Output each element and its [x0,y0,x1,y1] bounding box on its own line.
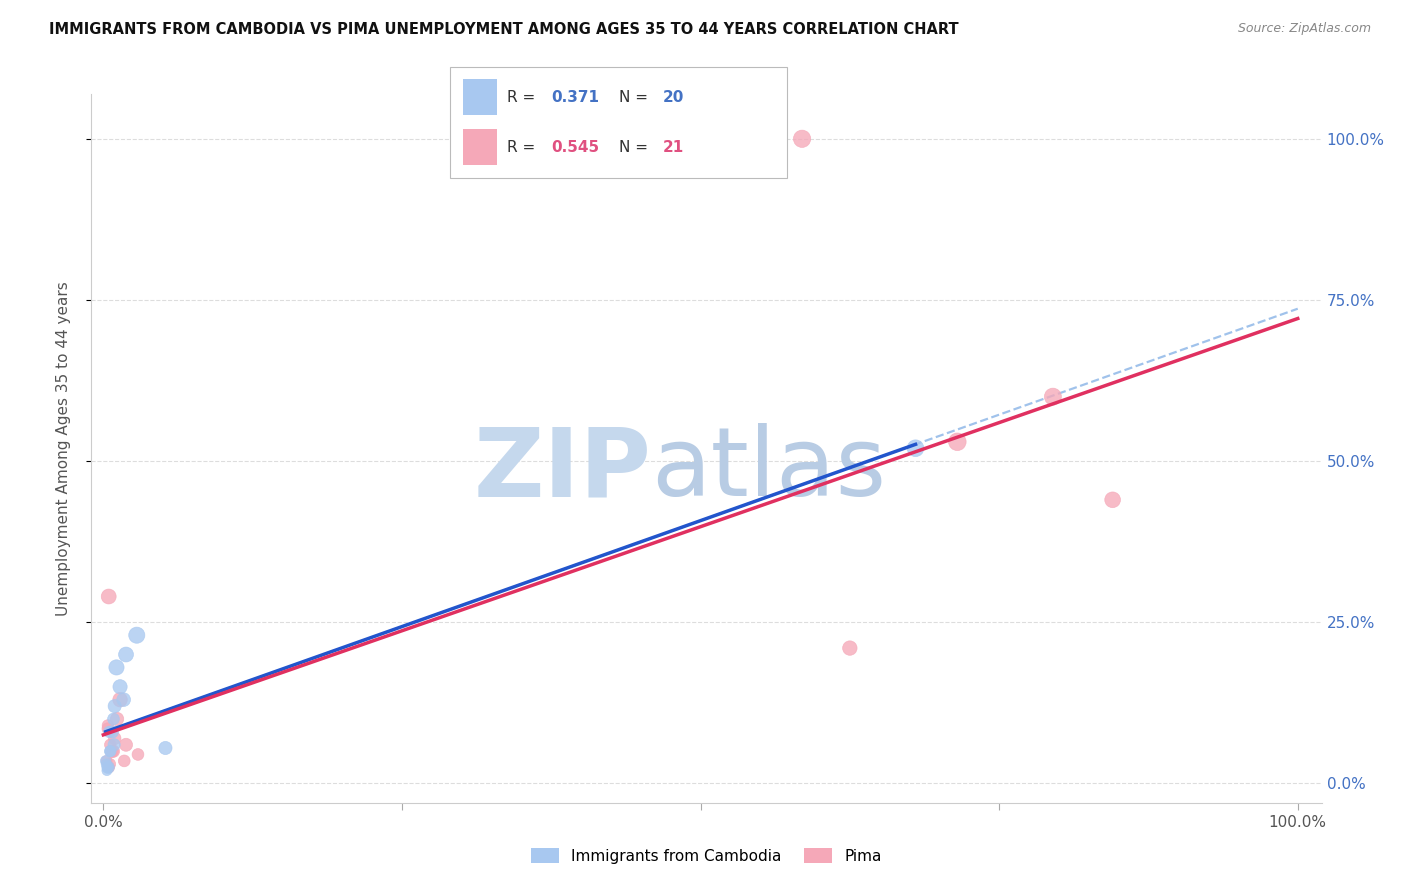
Text: 20: 20 [662,89,683,104]
Point [96,760,118,774]
Point [103,712,125,726]
Point [1042,390,1064,404]
Point [104,731,127,746]
Point [115,648,138,662]
Text: R =: R = [508,140,540,154]
Point [96,754,118,768]
Point [96,764,118,778]
Point [155,741,177,756]
Point [104,699,127,714]
Text: atlas: atlas [651,423,886,516]
Text: N =: N = [619,89,652,104]
Point [98,744,121,758]
Point [97,590,120,604]
Point [97,722,120,736]
Point [97,760,120,774]
Point [98,738,121,752]
Point [105,660,128,674]
Point [125,628,148,642]
Text: IMMIGRANTS FROM CAMBODIA VS PIMA UNEMPLOYMENT AMONG AGES 35 TO 44 YEARS CORRELAT: IMMIGRANTS FROM CAMBODIA VS PIMA UNEMPLO… [49,22,959,37]
FancyBboxPatch shape [450,67,787,178]
Point [112,754,135,768]
Text: 0.545: 0.545 [551,140,599,154]
Bar [464,129,498,165]
Point [108,680,131,694]
Point [97,760,120,774]
Point [103,744,125,758]
Point [904,442,927,456]
Point [105,712,128,726]
Point [98,757,121,772]
Y-axis label: Unemployment Among Ages 35 to 44 years: Unemployment Among Ages 35 to 44 years [56,281,70,615]
Point [112,692,135,706]
Point [100,744,122,758]
Point [97,718,120,732]
Point [98,724,121,739]
Text: Source: ZipAtlas.com: Source: ZipAtlas.com [1237,22,1371,36]
Point [100,744,122,758]
Point [115,738,138,752]
Text: ZIP: ZIP [474,423,651,516]
Point [946,434,969,449]
Bar [464,79,498,115]
Point [98,760,121,774]
Point [94,754,117,768]
Point [103,738,125,752]
Text: 0.371: 0.371 [551,89,599,104]
Point [127,747,149,762]
Point [108,692,131,706]
Point [101,744,124,758]
Point [96,757,118,772]
Point [790,132,813,146]
Point [1101,492,1123,507]
Legend: Immigrants from Cambodia, Pima: Immigrants from Cambodia, Pima [526,841,887,870]
Point [101,724,124,739]
Point [838,641,860,656]
Text: N =: N = [619,140,652,154]
Text: 21: 21 [662,140,683,154]
Text: R =: R = [508,89,540,104]
